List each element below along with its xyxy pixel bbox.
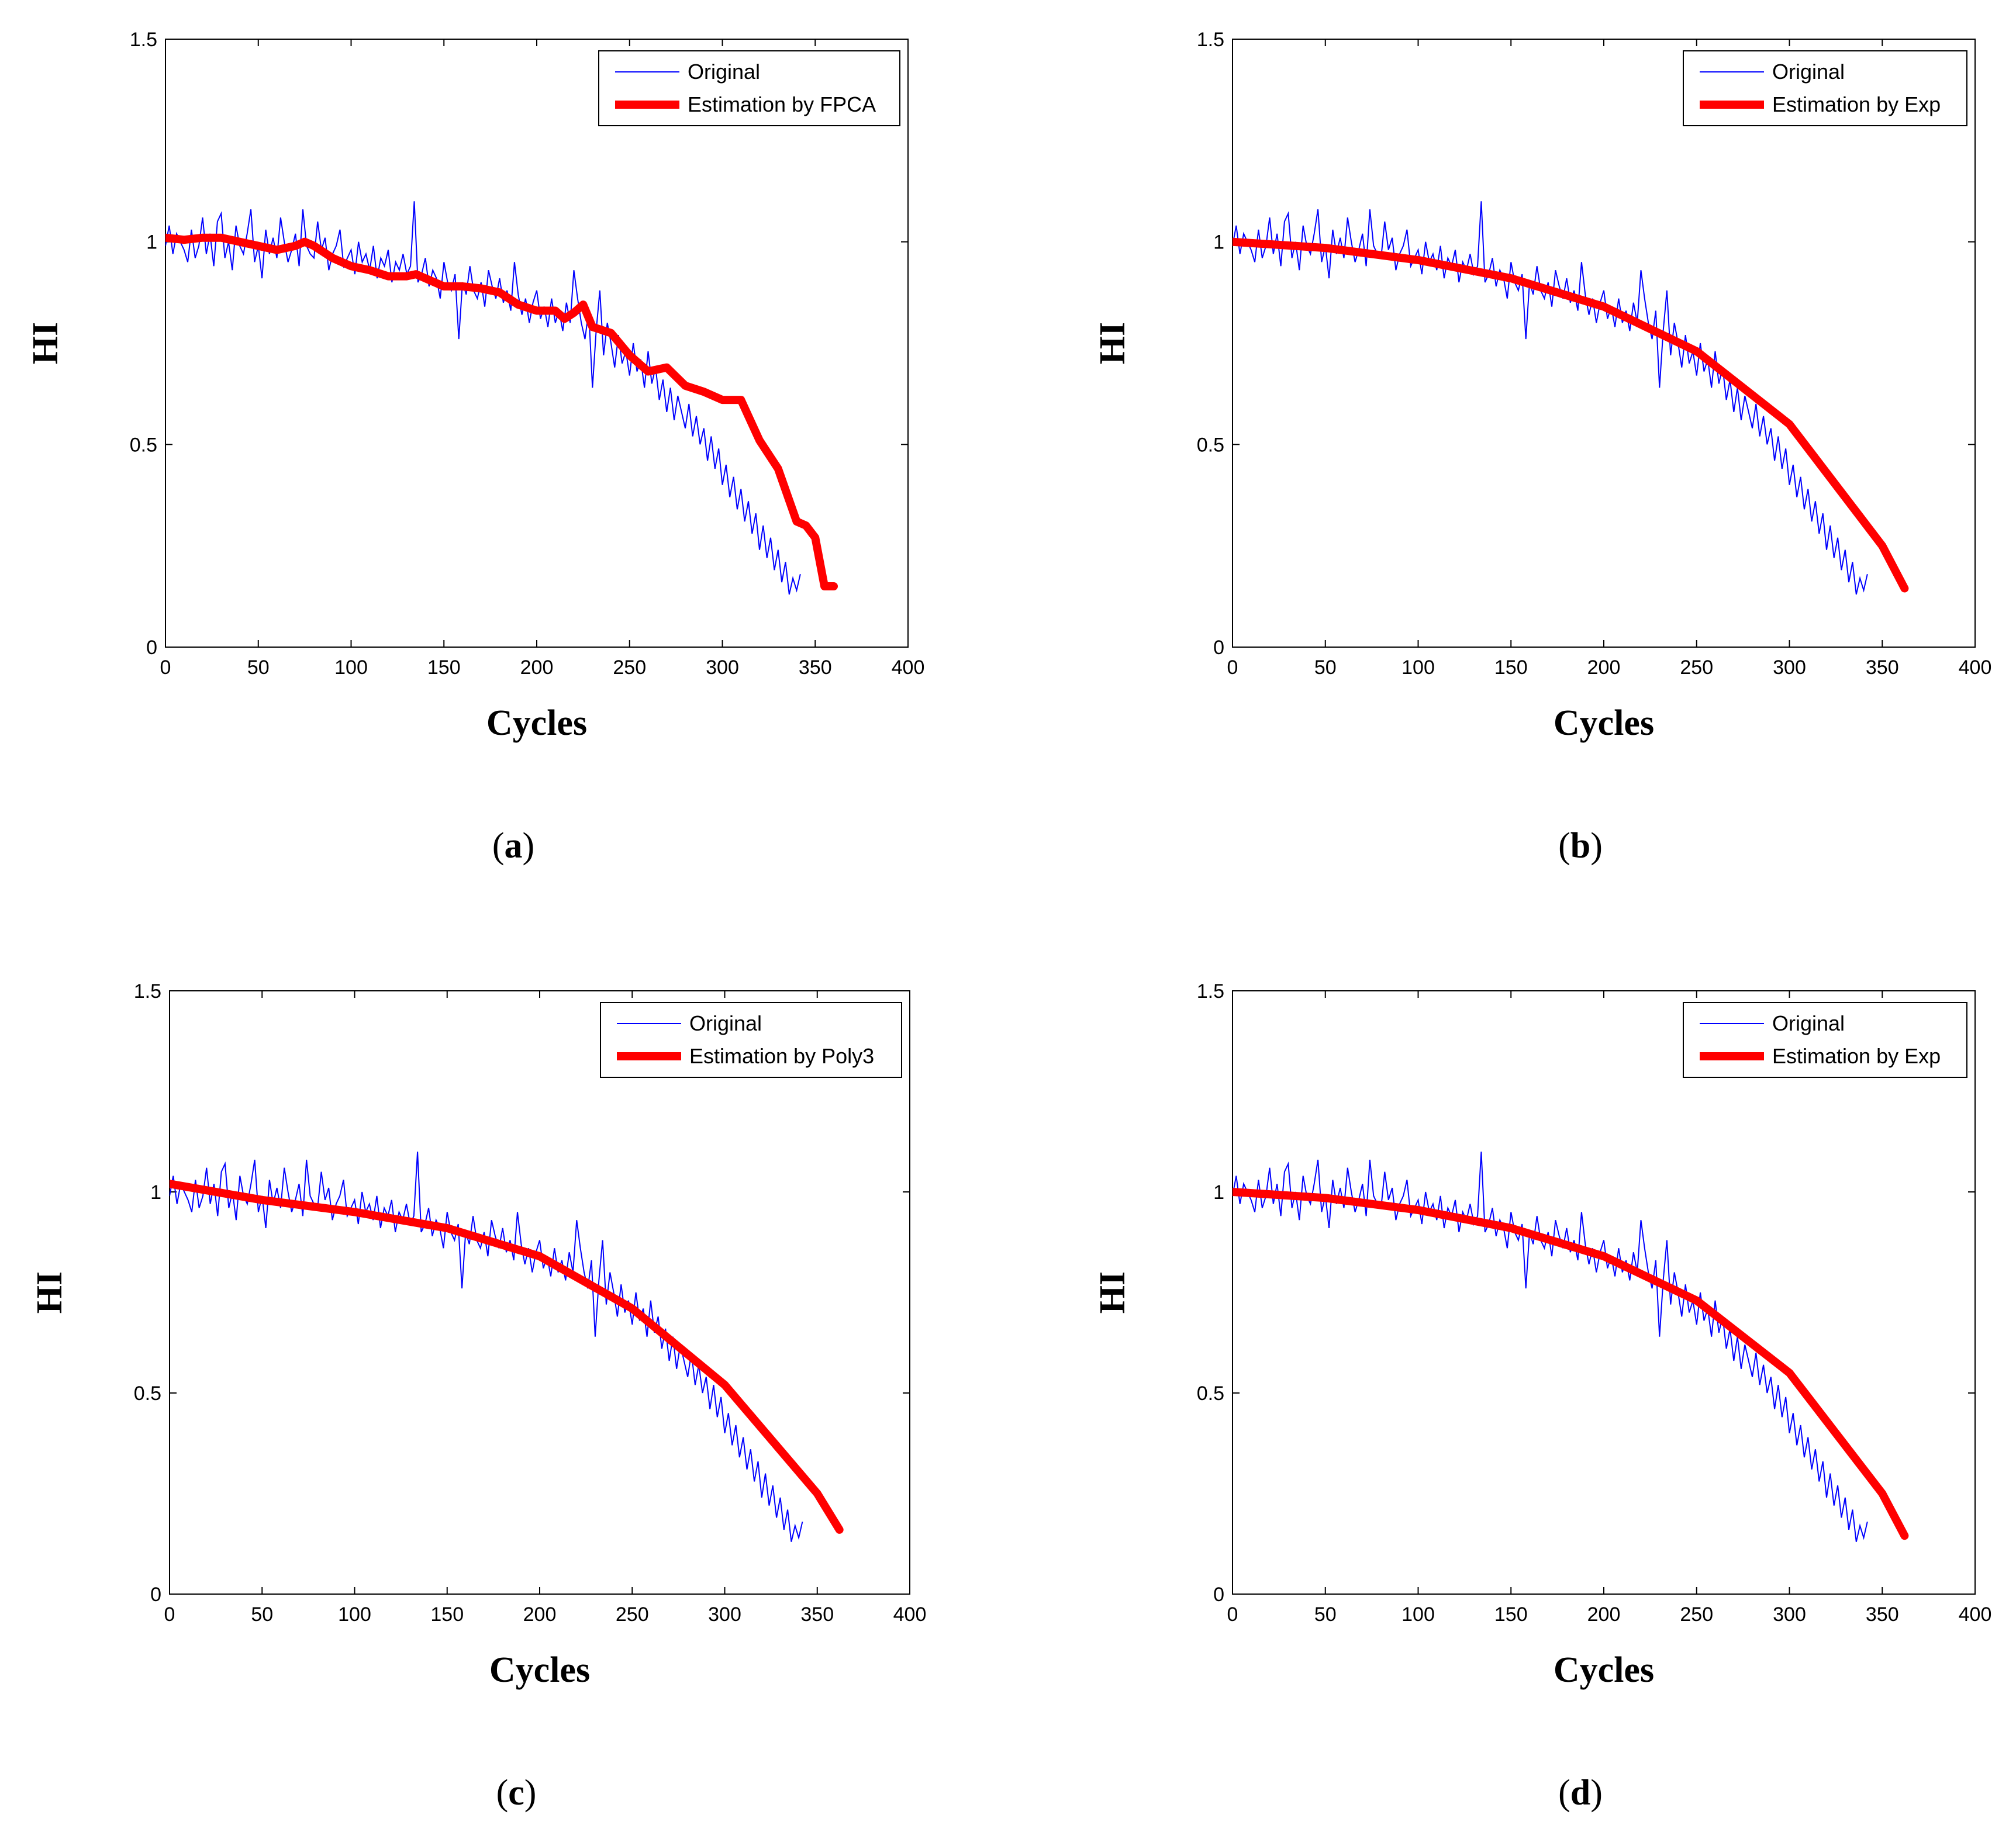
x-tick-label: 100 bbox=[1401, 1603, 1435, 1626]
legend: Original Estimation by Exp bbox=[1683, 50, 1967, 126]
chart-panel-b: 0 50 100 150 200 250 300 350 400 0 0.5 1 1.5 Original… bbox=[1093, 29, 1991, 866]
x-tick-label: 100 bbox=[338, 1603, 371, 1626]
panel-label: (d) bbox=[1558, 1773, 1603, 1813]
legend-label-estimation: Estimation by Poly3 bbox=[689, 1044, 874, 1068]
y-tick-label: 1.5 bbox=[1197, 29, 1224, 51]
y-tick-label: 1.5 bbox=[130, 29, 157, 51]
y-axis-title: HI bbox=[26, 322, 65, 364]
chart-panel-d: 0 50 100 150 200 250 300 350 400 0 0.5 1 1.5 Original… bbox=[1093, 980, 1991, 1813]
y-tick-label: 0 bbox=[1213, 637, 1224, 659]
x-tick-label: 0 bbox=[1227, 656, 1238, 679]
x-tick-label: 150 bbox=[430, 1603, 464, 1626]
plot-area bbox=[165, 39, 909, 648]
x-tick-label: 50 bbox=[1314, 1603, 1337, 1626]
x-tick-label: 200 bbox=[1587, 1603, 1621, 1626]
x-tick-label: 100 bbox=[334, 656, 368, 679]
series-original-line bbox=[170, 1152, 803, 1542]
y-tick-label: 0 bbox=[146, 637, 157, 659]
y-axis-title: HI bbox=[1093, 322, 1133, 364]
legend: Original Estimation by Poly3 bbox=[600, 1002, 902, 1078]
x-tick-label: 300 bbox=[1773, 656, 1806, 679]
legend-label-estimation: Estimation by Exp bbox=[1772, 1044, 1941, 1068]
legend-label-original: Original bbox=[689, 1011, 762, 1035]
x-tick-label: 150 bbox=[1494, 1603, 1528, 1626]
y-axis-title: HI bbox=[1093, 1271, 1133, 1313]
x-tick-label: 400 bbox=[1959, 1603, 1992, 1626]
y-tick-label: 1 bbox=[146, 231, 157, 254]
y-axis-title: HI bbox=[30, 1271, 70, 1313]
x-tick-label: 150 bbox=[427, 656, 461, 679]
y-tick-label: 0.5 bbox=[1197, 434, 1224, 456]
x-axis-title: Cycles bbox=[489, 1650, 590, 1690]
legend: Original Estimation by FPCA bbox=[598, 50, 900, 126]
x-tick-label: 200 bbox=[520, 656, 554, 679]
x-tick-label: 0 bbox=[1227, 1603, 1238, 1626]
legend-box bbox=[1683, 50, 1967, 126]
x-tick-label: 200 bbox=[523, 1603, 557, 1626]
series-estimation-line bbox=[165, 233, 838, 590]
x-tick-label: 250 bbox=[616, 1603, 649, 1626]
legend-label-original: Original bbox=[688, 60, 760, 84]
x-tick-label: 250 bbox=[1680, 656, 1713, 679]
y-tick-label: 0 bbox=[150, 1584, 161, 1606]
series-estimation-line bbox=[1233, 1188, 1909, 1540]
x-tick-label: 250 bbox=[1680, 1603, 1713, 1626]
x-tick-label: 50 bbox=[247, 656, 270, 679]
x-tick-label: 350 bbox=[799, 656, 832, 679]
legend-label-estimation: Estimation by Exp bbox=[1772, 92, 1941, 116]
y-tick-label: 1.5 bbox=[134, 980, 161, 1003]
chart-panel-c: 0 50 100 150 200 250 300 350 400 0 0.5 1 1.5 Original… bbox=[30, 980, 926, 1813]
x-tick-label: 100 bbox=[1401, 656, 1435, 679]
legend-label-original: Original bbox=[1772, 60, 1845, 84]
y-tick-label: 1 bbox=[1213, 1181, 1224, 1204]
x-tick-label: 200 bbox=[1587, 656, 1621, 679]
x-tick-label: 50 bbox=[1314, 656, 1337, 679]
x-tick-label: 50 bbox=[251, 1603, 273, 1626]
plot-area bbox=[1232, 990, 1976, 1595]
x-axis-title: Cycles bbox=[486, 703, 587, 743]
panel-label-letter: b bbox=[1570, 826, 1590, 866]
x-tick-label: 0 bbox=[164, 1603, 175, 1626]
x-axis-title: Cycles bbox=[1554, 703, 1654, 743]
x-tick-label: 400 bbox=[892, 656, 925, 679]
plot-area bbox=[1232, 39, 1976, 648]
panel-label: (b) bbox=[1558, 826, 1603, 866]
x-tick-label: 400 bbox=[893, 1603, 927, 1626]
legend-label-original: Original bbox=[1772, 1011, 1845, 1035]
legend-label-estimation: Estimation by FPCA bbox=[688, 92, 876, 116]
x-tick-label: 300 bbox=[706, 656, 739, 679]
panel-label: (c) bbox=[496, 1773, 537, 1813]
x-tick-label: 150 bbox=[1494, 656, 1528, 679]
x-axis-title: Cycles bbox=[1554, 1650, 1654, 1690]
y-tick-label: 1 bbox=[1213, 231, 1224, 254]
series-estimation-line bbox=[170, 1180, 844, 1534]
series-estimation-line bbox=[1233, 237, 1909, 593]
legend: Original Estimation by Exp bbox=[1683, 1002, 1967, 1078]
panel-label: (a) bbox=[492, 826, 534, 866]
x-tick-label: 0 bbox=[160, 656, 171, 679]
y-tick-label: 1 bbox=[150, 1181, 161, 1204]
y-tick-label: 0 bbox=[1213, 1584, 1224, 1606]
panel-label-letter: d bbox=[1570, 1773, 1590, 1813]
x-tick-label: 350 bbox=[1866, 1603, 1899, 1626]
panel-label-letter: a bbox=[505, 826, 523, 866]
panel-label-letter: c bbox=[508, 1773, 524, 1813]
x-tick-label: 400 bbox=[1959, 656, 1992, 679]
chart-panel-a: 0 50 100 150 200 250 300 350 400 0 0.5 1 1.5 Original… bbox=[26, 29, 924, 866]
y-tick-label: 0.5 bbox=[1197, 1382, 1224, 1405]
legend-box bbox=[600, 1002, 902, 1078]
x-tick-label: 250 bbox=[613, 656, 646, 679]
plot-area bbox=[169, 990, 910, 1595]
y-tick-label: 0.5 bbox=[130, 434, 157, 456]
x-tick-label: 300 bbox=[1773, 1603, 1806, 1626]
y-tick-label: 0.5 bbox=[134, 1382, 161, 1405]
x-tick-label: 300 bbox=[708, 1603, 741, 1626]
legend-box bbox=[598, 50, 900, 126]
x-tick-label: 350 bbox=[1866, 656, 1899, 679]
y-tick-label: 1.5 bbox=[1197, 980, 1224, 1003]
x-tick-label: 350 bbox=[800, 1603, 834, 1626]
legend-box bbox=[1683, 1002, 1967, 1078]
